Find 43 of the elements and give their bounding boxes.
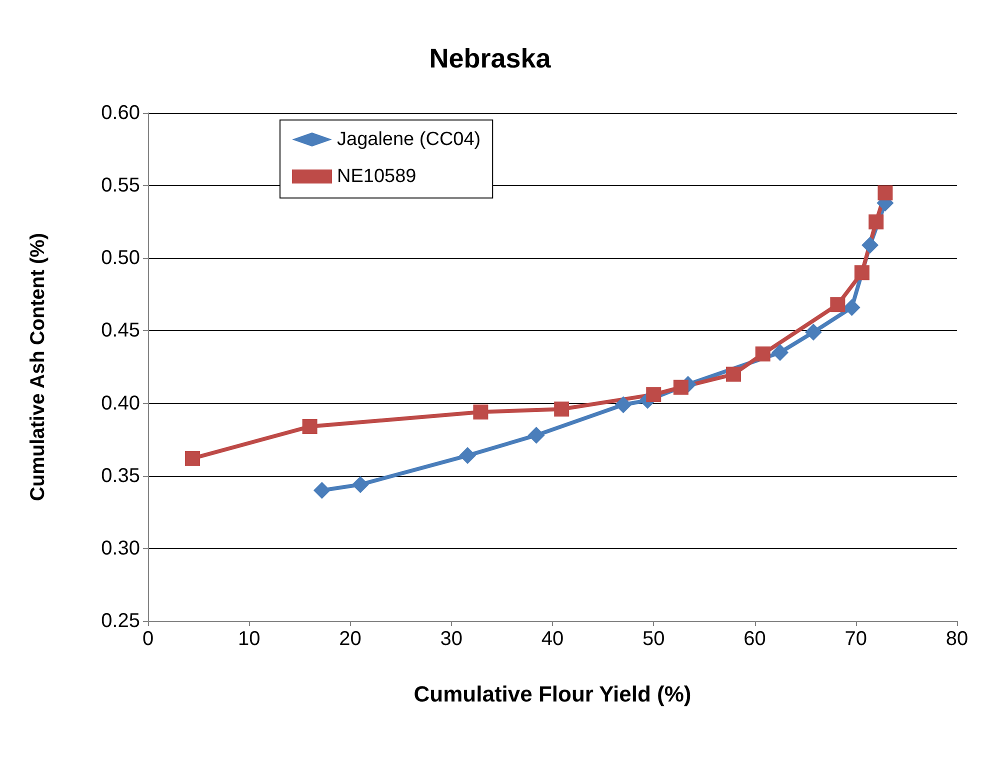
point xyxy=(302,419,318,434)
point xyxy=(646,387,662,402)
point xyxy=(313,482,330,499)
point xyxy=(755,346,770,362)
x-tick-label: 40 xyxy=(541,628,564,650)
legend-label: NE10589 xyxy=(337,166,416,187)
x-tick-label: 30 xyxy=(440,628,462,650)
point xyxy=(352,476,369,494)
x-tick-label: 70 xyxy=(844,628,867,650)
point xyxy=(673,380,688,395)
y-tick-label: 0.35 xyxy=(101,464,140,487)
x-tick-label: 0 xyxy=(142,628,154,650)
y-tick-label: 0.30 xyxy=(101,537,140,560)
x-tick-label: 20 xyxy=(339,628,362,650)
point xyxy=(473,404,488,420)
point xyxy=(726,366,742,382)
y-tick-label: 0.40 xyxy=(101,392,140,414)
point xyxy=(868,214,884,230)
y-tick-label: 0.55 xyxy=(101,174,140,197)
point xyxy=(843,298,860,316)
x-tick-label: 10 xyxy=(238,628,260,650)
point xyxy=(528,426,545,444)
y-tick-label: 0.60 xyxy=(101,102,140,124)
point xyxy=(878,185,893,200)
y-tick-label: 0.45 xyxy=(101,320,140,342)
point xyxy=(772,344,789,361)
point xyxy=(614,396,632,414)
y-tick-label: 0.25 xyxy=(101,610,140,632)
legend-label: Jagalene (CC04) xyxy=(337,129,481,150)
point xyxy=(854,265,870,280)
point xyxy=(804,324,822,341)
x-tick-label: 80 xyxy=(946,628,968,650)
x-tick-label: 60 xyxy=(744,628,766,650)
point xyxy=(184,450,200,466)
point xyxy=(459,447,476,464)
x-axis-title: Cumulative Flour Yield (%) xyxy=(414,682,692,706)
x-tick-label: 50 xyxy=(642,628,665,650)
chart-title: Nebraska xyxy=(429,44,552,74)
point xyxy=(862,236,879,254)
point xyxy=(554,402,570,417)
y-axis-title: Cumulative Ash Content (%) xyxy=(27,232,49,502)
point xyxy=(830,297,846,312)
y-tick-label: 0.50 xyxy=(101,247,140,270)
